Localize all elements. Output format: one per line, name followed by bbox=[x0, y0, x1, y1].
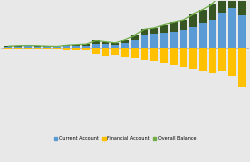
Bar bbox=[209, 20, 216, 48]
Bar bbox=[63, 45, 70, 46]
Bar bbox=[43, 48, 51, 49]
Bar bbox=[218, 48, 226, 71]
Bar bbox=[189, 27, 197, 48]
Bar bbox=[180, 30, 187, 48]
Bar bbox=[228, 8, 236, 48]
Bar bbox=[4, 46, 12, 47]
Bar bbox=[14, 48, 22, 49]
Bar bbox=[180, 48, 187, 67]
Bar bbox=[131, 48, 139, 58]
Bar bbox=[140, 35, 148, 48]
Bar bbox=[53, 47, 61, 48]
Bar bbox=[24, 48, 32, 49]
Bar bbox=[209, 48, 216, 74]
Bar bbox=[160, 33, 168, 48]
Bar bbox=[34, 46, 41, 48]
Bar bbox=[4, 47, 12, 48]
Bar bbox=[111, 48, 119, 55]
Bar bbox=[140, 29, 148, 35]
Bar bbox=[170, 22, 177, 32]
Bar bbox=[63, 46, 70, 48]
Bar bbox=[82, 44, 90, 46]
Bar bbox=[111, 43, 119, 45]
Bar bbox=[14, 46, 22, 48]
Bar bbox=[43, 47, 51, 48]
Bar bbox=[121, 43, 129, 48]
Bar bbox=[150, 48, 158, 61]
Bar bbox=[63, 48, 70, 50]
Bar bbox=[92, 44, 100, 48]
Bar bbox=[102, 48, 110, 56]
Bar bbox=[150, 34, 158, 48]
Bar bbox=[92, 48, 100, 54]
Bar bbox=[199, 10, 207, 23]
Bar bbox=[111, 45, 119, 48]
Bar bbox=[238, 48, 246, 87]
Bar bbox=[140, 48, 148, 60]
Bar bbox=[102, 44, 110, 48]
Bar bbox=[53, 48, 61, 49]
Bar bbox=[102, 42, 110, 44]
Bar bbox=[228, 0, 236, 8]
Bar bbox=[160, 48, 168, 63]
Bar bbox=[180, 20, 187, 30]
Bar bbox=[34, 48, 41, 49]
Bar bbox=[72, 48, 80, 50]
Bar bbox=[199, 23, 207, 48]
Bar bbox=[238, 15, 246, 48]
Bar bbox=[4, 48, 12, 49]
Bar bbox=[160, 25, 168, 33]
Bar bbox=[131, 40, 139, 48]
Bar bbox=[92, 40, 100, 44]
Bar bbox=[43, 46, 51, 47]
Bar bbox=[218, 13, 226, 48]
Bar bbox=[199, 48, 207, 71]
Bar bbox=[72, 45, 80, 46]
Bar bbox=[121, 48, 129, 57]
Bar bbox=[72, 46, 80, 48]
Bar bbox=[209, 4, 216, 20]
Legend: Current Account, Financial Account, Overall Balance: Current Account, Financial Account, Over… bbox=[52, 134, 199, 143]
Bar bbox=[228, 48, 236, 76]
Bar bbox=[121, 40, 129, 43]
Bar bbox=[82, 46, 90, 48]
Bar bbox=[238, 0, 246, 15]
Bar bbox=[170, 32, 177, 48]
Bar bbox=[53, 46, 61, 47]
Bar bbox=[24, 46, 32, 48]
Bar bbox=[150, 28, 158, 34]
Bar bbox=[170, 48, 177, 65]
Bar bbox=[218, 0, 226, 13]
Bar bbox=[82, 48, 90, 50]
Bar bbox=[189, 48, 197, 69]
Bar bbox=[131, 35, 139, 40]
Bar bbox=[189, 14, 197, 27]
